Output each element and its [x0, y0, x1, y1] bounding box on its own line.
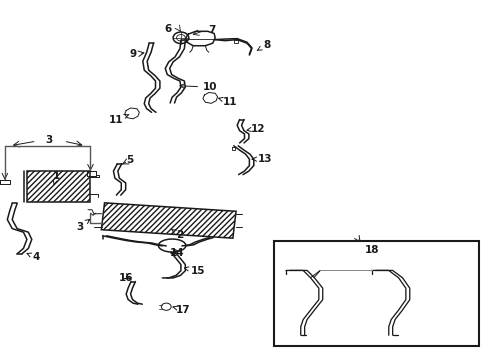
Bar [273, 241, 478, 346]
Text: 13: 13 [252, 154, 272, 164]
Text: 18: 18 [365, 245, 379, 255]
Text: 1: 1 [53, 171, 60, 185]
Text: 3: 3 [45, 135, 52, 145]
Text: 14: 14 [169, 248, 184, 258]
Text: 2: 2 [171, 229, 183, 240]
Text: 6: 6 [163, 24, 171, 34]
Text: 4: 4 [27, 252, 41, 262]
Text: 5: 5 [126, 155, 133, 165]
Text: 11: 11 [109, 114, 129, 125]
Text: 12: 12 [246, 123, 265, 134]
Bar [101, 203, 236, 238]
Text: 10: 10 [180, 82, 217, 92]
Text: 7: 7 [207, 25, 215, 35]
Text: 16: 16 [119, 273, 133, 283]
Text: 8: 8 [257, 40, 269, 50]
Text: 9: 9 [129, 49, 137, 59]
Bar [27, 171, 90, 202]
Text: 15: 15 [184, 266, 205, 276]
Text: 3: 3 [76, 220, 89, 232]
Text: 17: 17 [173, 305, 190, 315]
Text: 11: 11 [218, 96, 237, 107]
